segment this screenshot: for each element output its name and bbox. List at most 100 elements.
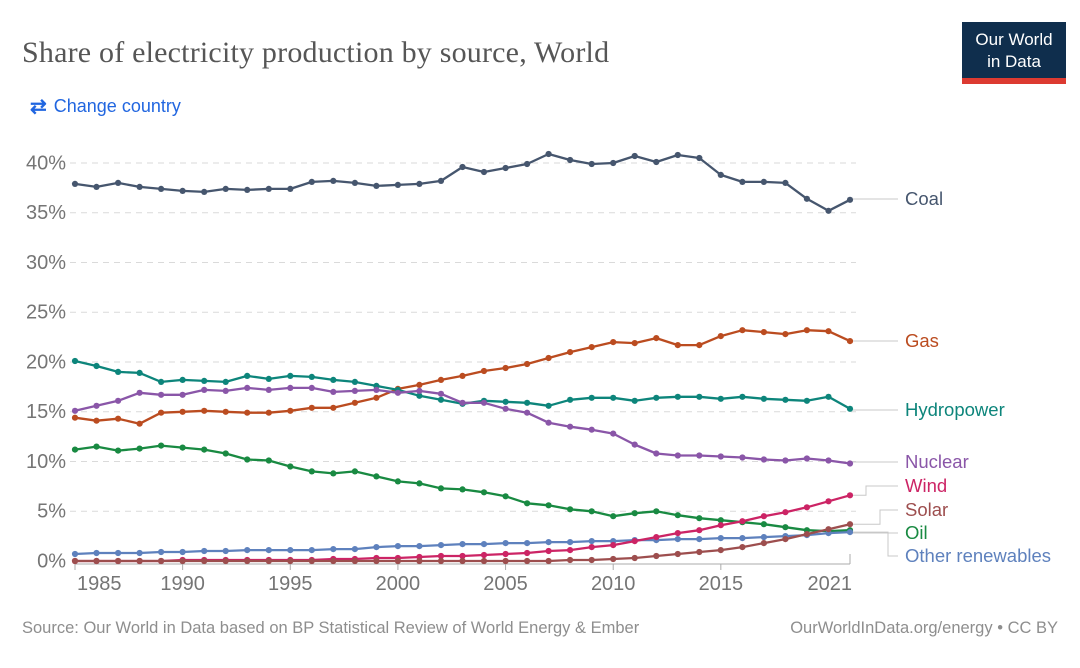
data-point[interactable] — [330, 546, 337, 553]
data-point[interactable] — [179, 187, 186, 194]
data-point[interactable] — [308, 373, 315, 380]
data-point[interactable] — [115, 397, 122, 404]
data-point[interactable] — [459, 557, 466, 565]
data-point[interactable] — [567, 156, 574, 164]
data-point[interactable] — [674, 530, 681, 537]
data-point[interactable] — [588, 508, 595, 515]
data-point[interactable] — [846, 460, 854, 467]
data-point[interactable] — [846, 405, 854, 412]
data-point[interactable] — [782, 457, 789, 464]
data-point[interactable] — [71, 550, 79, 558]
data-point[interactable] — [782, 396, 789, 403]
data-point[interactable] — [610, 339, 617, 346]
data-point[interactable] — [502, 405, 509, 412]
data-point[interactable] — [244, 547, 251, 554]
data-point[interactable] — [480, 399, 488, 406]
data-point[interactable] — [158, 548, 165, 556]
data-point[interactable] — [287, 372, 294, 379]
data-point[interactable] — [373, 557, 380, 565]
data-point[interactable] — [179, 548, 186, 556]
data-point[interactable] — [158, 409, 165, 416]
data-point[interactable] — [459, 486, 466, 493]
data-point[interactable] — [351, 179, 358, 186]
data-point[interactable] — [567, 396, 574, 403]
data-point[interactable] — [330, 557, 337, 565]
data-point[interactable] — [717, 171, 724, 178]
data-point[interactable] — [287, 407, 294, 414]
data-point[interactable] — [480, 551, 488, 559]
legend-label-coal[interactable]: Coal — [905, 188, 943, 209]
data-point[interactable] — [351, 387, 358, 394]
data-point[interactable] — [437, 390, 445, 397]
data-point[interactable] — [158, 378, 165, 385]
license-link[interactable]: CC BY — [1007, 619, 1058, 637]
data-point[interactable] — [287, 384, 294, 391]
data-point[interactable] — [136, 389, 143, 396]
series-points-coal[interactable] — [71, 150, 854, 214]
data-point[interactable] — [179, 391, 186, 398]
data-point[interactable] — [782, 331, 789, 338]
data-point[interactable] — [71, 180, 79, 187]
data-point[interactable] — [696, 527, 703, 534]
data-point[interactable] — [610, 542, 617, 549]
data-point[interactable] — [524, 409, 531, 416]
series-points-nuclear[interactable] — [71, 384, 854, 467]
data-point[interactable] — [524, 557, 531, 565]
data-point[interactable] — [287, 463, 294, 470]
data-point[interactable] — [825, 526, 832, 533]
data-point[interactable] — [244, 384, 251, 391]
data-point[interactable] — [287, 547, 294, 554]
data-point[interactable] — [480, 541, 488, 548]
data-point[interactable] — [71, 414, 79, 421]
data-point[interactable] — [158, 185, 165, 192]
data-point[interactable] — [545, 150, 552, 158]
data-point[interactable] — [717, 547, 724, 554]
data-point[interactable] — [588, 538, 595, 545]
data-point[interactable] — [739, 535, 746, 542]
data-point[interactable] — [803, 504, 811, 511]
data-point[interactable] — [136, 369, 143, 376]
data-point[interactable] — [545, 502, 552, 509]
data-point[interactable] — [567, 423, 574, 430]
data-point[interactable] — [93, 402, 100, 409]
data-point[interactable] — [480, 168, 488, 176]
data-point[interactable] — [308, 384, 315, 391]
data-point[interactable] — [803, 195, 811, 202]
data-point[interactable] — [696, 536, 703, 543]
data-point[interactable] — [610, 159, 617, 167]
data-point[interactable] — [459, 552, 466, 560]
legend-label-oil[interactable]: Oil — [905, 522, 928, 543]
data-point[interactable] — [437, 542, 445, 549]
data-point[interactable] — [480, 367, 488, 375]
data-point[interactable] — [373, 386, 380, 393]
data-point[interactable] — [265, 547, 272, 554]
data-point[interactable] — [201, 386, 208, 393]
data-point[interactable] — [545, 547, 552, 555]
legend-label-nuclear[interactable]: Nuclear — [905, 451, 969, 472]
data-point[interactable] — [782, 509, 789, 516]
data-point[interactable] — [71, 446, 79, 453]
data-point[interactable] — [459, 163, 466, 171]
data-point[interactable] — [459, 541, 466, 548]
data-point[interactable] — [115, 447, 122, 454]
data-point[interactable] — [416, 381, 423, 388]
data-point[interactable] — [480, 489, 488, 496]
data-point[interactable] — [93, 183, 100, 190]
data-point[interactable] — [93, 417, 100, 424]
legend-label-gas[interactable]: Gas — [905, 330, 939, 351]
data-point[interactable] — [545, 354, 552, 362]
data-point[interactable] — [136, 557, 143, 565]
data-point[interactable] — [545, 539, 552, 546]
data-point[interactable] — [437, 485, 445, 492]
data-point[interactable] — [760, 534, 768, 541]
data-point[interactable] — [222, 185, 229, 192]
data-point[interactable] — [394, 557, 401, 565]
data-point[interactable] — [179, 376, 186, 383]
data-point[interactable] — [502, 550, 509, 558]
data-point[interactable] — [308, 557, 315, 565]
data-point[interactable] — [696, 154, 703, 162]
data-point[interactable] — [71, 557, 79, 565]
data-point[interactable] — [222, 450, 229, 457]
data-point[interactable] — [803, 531, 811, 538]
data-point[interactable] — [222, 557, 229, 565]
